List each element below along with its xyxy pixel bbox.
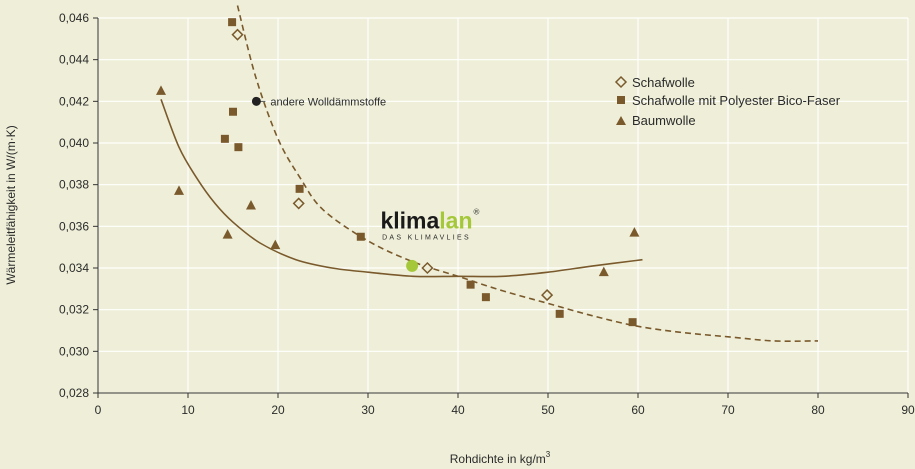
- point-schafwolle-bico: [481, 293, 490, 302]
- x-tick-label: 80: [811, 403, 825, 417]
- y-axis-label: Wärmeleitfähigkeit in W/(m·K): [4, 125, 18, 284]
- point-baumwolle: [629, 227, 640, 237]
- point-schafwolle: [231, 28, 244, 41]
- point-schafwolle: [541, 289, 554, 302]
- point-baumwolle: [270, 239, 281, 250]
- trend-line-dashed: [236, 5, 819, 343]
- x-tick-label: 50: [541, 403, 555, 417]
- y-tick-label: 0,042: [59, 94, 89, 108]
- point-schafwolle-bico: [295, 184, 304, 193]
- legend-item-schafwolle-bico: Schafwolle mit Polyester Bico-Faser: [617, 93, 841, 108]
- y-tick-label: 0,034: [59, 261, 89, 275]
- highlight-point-klimalan: [406, 259, 419, 272]
- trend-layer: [160, 5, 819, 343]
- point-baumwolle: [222, 229, 233, 239]
- y-tick-label: 0,036: [59, 219, 89, 233]
- grid-layer: [97, 17, 909, 394]
- trend-line-solid: [160, 99, 643, 278]
- legend-diamond-icon: [614, 75, 628, 89]
- x-tick-label: 90: [901, 403, 915, 417]
- logo: klimalan ® DAS KLIMAVLIES: [380, 207, 479, 241]
- legend-label-schafwolle-bico: Schafwolle mit Polyester Bico-Faser: [632, 93, 841, 108]
- axes-layer: 0,028 0,030 0,032 0,034 0,036 0,038 0,040 0,042…: [59, 11, 915, 417]
- x-axis-label-superscript: 3: [546, 450, 551, 459]
- point-schafwolle-bico: [220, 134, 229, 143]
- point-schafwolle-bico: [228, 18, 237, 27]
- legend-square-icon: [617, 96, 625, 104]
- y-tick-label: 0,040: [59, 136, 89, 150]
- y-tick-label: 0,030: [59, 344, 89, 358]
- legend-label-schafwolle: Schafwolle: [632, 75, 695, 90]
- x-tick-label: 70: [721, 403, 735, 417]
- y-tick-label: 0,032: [59, 303, 89, 317]
- point-baumwolle: [598, 266, 609, 277]
- y-tick-label: 0,028: [59, 386, 89, 400]
- annotation-layer: andere Wolldämmstoffe: [251, 96, 419, 272]
- logo-wordmark-dark: klima: [380, 207, 439, 233]
- annotation-point-andere: [251, 96, 261, 106]
- annotation-label-andere: andere Wolldämmstoffe: [270, 96, 386, 108]
- logo-wordmark: klimalan: [380, 207, 472, 233]
- x-tick-label: 60: [631, 403, 645, 417]
- x-tick-label: 40: [451, 403, 465, 417]
- x-axis-label: Rohdichte in kg/m3: [450, 450, 551, 466]
- logo-subtitle: DAS KLIMAVLIES: [382, 234, 471, 241]
- legend-label-baumwolle: Baumwolle: [632, 113, 696, 128]
- y-tick-label: 0,046: [59, 11, 89, 25]
- y-tick-label: 0,038: [59, 178, 89, 192]
- x-tick-label: 10: [181, 403, 195, 417]
- x-tick-label: 0: [95, 403, 102, 417]
- x-axis-label-text: Rohdichte in kg/m: [450, 452, 546, 466]
- logo-wordmark-green: lan: [439, 207, 472, 233]
- point-schafwolle-bico: [466, 280, 475, 289]
- legend-item-baumwolle: Baumwolle: [616, 113, 696, 128]
- point-baumwolle: [174, 185, 184, 195]
- point-schafwolle-bico: [356, 232, 365, 241]
- point-schafwolle: [421, 261, 434, 275]
- x-tick-label: 20: [271, 403, 285, 417]
- legend-item-schafwolle: Schafwolle: [614, 75, 695, 90]
- points-layer: [156, 18, 640, 327]
- point-baumwolle: [156, 85, 166, 95]
- point-schafwolle-bico: [555, 309, 564, 318]
- legend-triangle-icon: [616, 116, 626, 125]
- point-schafwolle-bico: [229, 107, 237, 116]
- legend: Schafwolle Schafwolle mit Polyester Bico…: [614, 75, 841, 128]
- point-baumwolle: [246, 200, 256, 210]
- y-tick-label: 0,044: [59, 53, 89, 67]
- x-tick-label: 30: [361, 403, 375, 417]
- plot-area: [98, 18, 908, 393]
- point-schafwolle: [292, 197, 305, 210]
- point-schafwolle-bico: [234, 143, 243, 152]
- point-schafwolle-bico: [628, 318, 637, 327]
- logo-registered-mark: ®: [474, 207, 480, 216]
